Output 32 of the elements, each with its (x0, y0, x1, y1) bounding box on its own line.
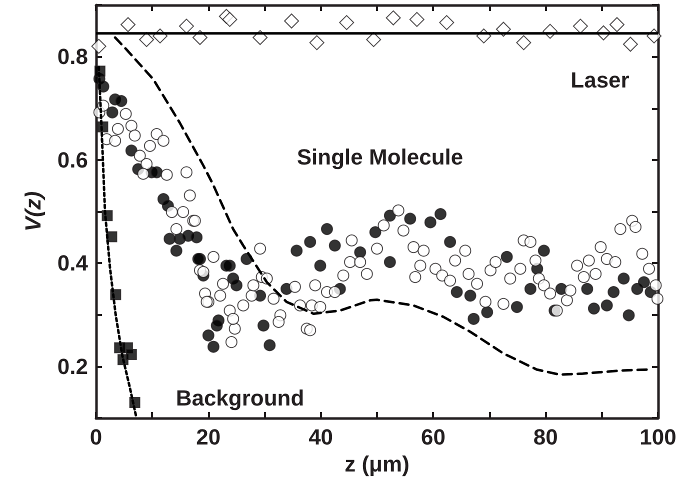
point (439, 15, 454, 30)
x-axis-title: z (μm) (344, 451, 410, 476)
x-tick-label: 100 (640, 424, 676, 450)
point (126, 349, 137, 360)
x-tick-label: 0 (90, 424, 102, 450)
x-tick-label: 40 (308, 424, 334, 450)
point (178, 18, 194, 34)
point (622, 36, 638, 52)
point (386, 10, 401, 26)
point (572, 18, 588, 34)
annotation: Laser (570, 68, 630, 92)
annotation: Background (176, 386, 304, 410)
point (516, 35, 532, 50)
point (309, 35, 324, 50)
y-tick-label: 0.6 (57, 147, 88, 172)
y-tick-label: 0.2 (57, 354, 88, 379)
y-tick-label: 0.8 (57, 44, 88, 70)
point (284, 14, 300, 29)
point (366, 32, 382, 48)
x-tick-label: 60 (420, 424, 446, 450)
point (609, 17, 624, 32)
point (139, 32, 154, 48)
point (120, 17, 136, 32)
point (222, 12, 238, 27)
point (409, 12, 424, 27)
y-axis-title: V(z) (20, 191, 46, 232)
y-tick-label: 0.4 (57, 250, 89, 276)
point (91, 38, 106, 54)
x-tick-label: 80 (533, 424, 558, 450)
x-tick-label: 20 (196, 424, 221, 450)
point (339, 15, 354, 30)
annotation: Single Molecule (296, 144, 464, 170)
